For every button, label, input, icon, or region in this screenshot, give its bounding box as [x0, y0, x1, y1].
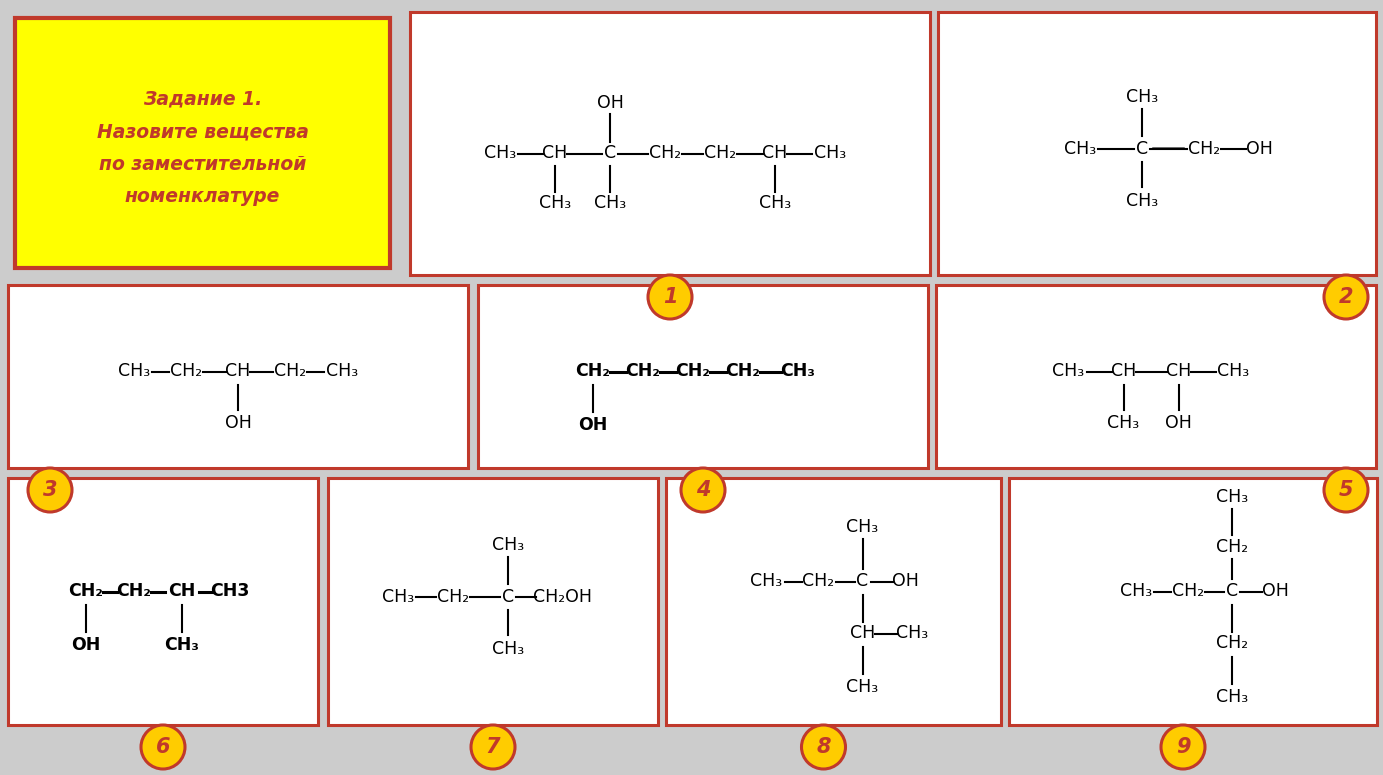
Circle shape	[649, 275, 692, 319]
Text: 6: 6	[156, 737, 170, 757]
Text: CH₃: CH₃	[896, 625, 928, 642]
Text: CH: CH	[225, 363, 250, 381]
Bar	[936, 285, 1376, 468]
Text: CH₃: CH₃	[118, 363, 151, 381]
Text: OH: OH	[1164, 415, 1192, 432]
Text: CH₃: CH₃	[1217, 363, 1250, 381]
Text: CH₃: CH₃	[593, 195, 626, 212]
Text: CH₃: CH₃	[813, 144, 846, 163]
Text: CH₂: CH₂	[802, 573, 834, 591]
Text: CH₃: CH₃	[1120, 583, 1152, 601]
Text: C: C	[1225, 583, 1238, 601]
Text: 4: 4	[696, 480, 711, 500]
Text: CH3: CH3	[210, 583, 250, 601]
Text: CH₂: CH₂	[69, 583, 104, 601]
Text: CH₂: CH₂	[1171, 583, 1205, 601]
Text: C: C	[502, 587, 514, 605]
Text: CH₃: CH₃	[539, 195, 571, 212]
Text: CH₃: CH₃	[780, 363, 816, 381]
Text: CH₃: CH₃	[1216, 687, 1247, 705]
Text: OH: OH	[596, 95, 624, 112]
Text: C: C	[856, 573, 869, 591]
Text: 3: 3	[43, 480, 57, 500]
Text: 9: 9	[1176, 737, 1191, 757]
Circle shape	[1160, 725, 1205, 769]
Text: CH₂: CH₂	[704, 144, 736, 163]
Text: CH₂: CH₂	[675, 363, 711, 381]
Text: CH: CH	[1166, 363, 1191, 381]
Bar	[1010, 478, 1377, 725]
Text: CH₃: CH₃	[326, 363, 358, 381]
Text: CH₃: CH₃	[382, 587, 414, 605]
Bar	[8, 285, 467, 468]
Text: CH₂: CH₂	[1188, 140, 1220, 157]
Text: OH: OH	[1261, 583, 1289, 601]
Text: CH₂: CH₂	[649, 144, 680, 163]
Text: CH: CH	[542, 144, 567, 163]
Text: CH₂: CH₂	[274, 363, 306, 381]
Circle shape	[1324, 468, 1368, 512]
Text: CH₂: CH₂	[170, 363, 202, 381]
Bar	[15, 18, 390, 268]
Circle shape	[28, 468, 72, 512]
Text: CH: CH	[1111, 363, 1135, 381]
Text: CH: CH	[169, 583, 195, 601]
Text: CH₃: CH₃	[1126, 88, 1158, 105]
Text: OH: OH	[224, 415, 252, 432]
Text: CH₃: CH₃	[492, 639, 524, 657]
Text: C: C	[1135, 140, 1148, 157]
Text: CH₂: CH₂	[625, 363, 661, 381]
Text: CH₂: CH₂	[116, 583, 152, 601]
Text: OH: OH	[578, 415, 607, 433]
Text: 8: 8	[816, 737, 831, 757]
Text: Задание 1.
Назовите вещества
по заместительной
номенклатуре: Задание 1. Назовите вещества по заместит…	[97, 90, 308, 206]
Text: 1: 1	[662, 287, 678, 307]
Bar	[938, 12, 1376, 275]
Bar	[667, 478, 1001, 725]
Circle shape	[472, 725, 514, 769]
Bar	[479, 285, 928, 468]
Text: OH: OH	[892, 573, 918, 591]
Text: 2: 2	[1339, 287, 1353, 307]
Text: CH₃: CH₃	[1108, 415, 1140, 432]
Bar	[409, 12, 929, 275]
Text: 7: 7	[485, 737, 501, 757]
Circle shape	[680, 468, 725, 512]
Text: CH: CH	[762, 144, 788, 163]
Text: CH₃: CH₃	[751, 573, 783, 591]
Circle shape	[1324, 275, 1368, 319]
Text: 5: 5	[1339, 480, 1353, 500]
Bar	[328, 478, 658, 725]
Text: CH₂: CH₂	[1216, 635, 1247, 653]
Text: CH₂: CH₂	[575, 363, 610, 381]
Text: CH₃: CH₃	[759, 195, 791, 212]
Text: OH: OH	[72, 636, 101, 653]
Text: CH₂: CH₂	[437, 587, 469, 605]
Circle shape	[141, 725, 185, 769]
Circle shape	[802, 725, 845, 769]
Text: CH₃: CH₃	[1216, 487, 1247, 505]
Text: CH₂: CH₂	[1216, 538, 1247, 556]
Text: CH₃: CH₃	[484, 144, 516, 163]
Text: CH₂OH: CH₂OH	[534, 587, 592, 605]
Text: CH₃: CH₃	[846, 677, 878, 695]
Text: CH₃: CH₃	[165, 636, 199, 653]
Text: CH₃: CH₃	[1126, 191, 1158, 209]
Text: CH₃: CH₃	[846, 518, 878, 536]
Text: CH₃: CH₃	[492, 536, 524, 553]
Text: CH₂: CH₂	[726, 363, 761, 381]
Bar	[8, 478, 318, 725]
Text: CH: CH	[851, 625, 875, 642]
Text: CH₃: CH₃	[1052, 363, 1084, 381]
Text: CH₃: CH₃	[1064, 140, 1097, 157]
Text: C: C	[604, 144, 615, 163]
Text: OH: OH	[1246, 140, 1272, 157]
